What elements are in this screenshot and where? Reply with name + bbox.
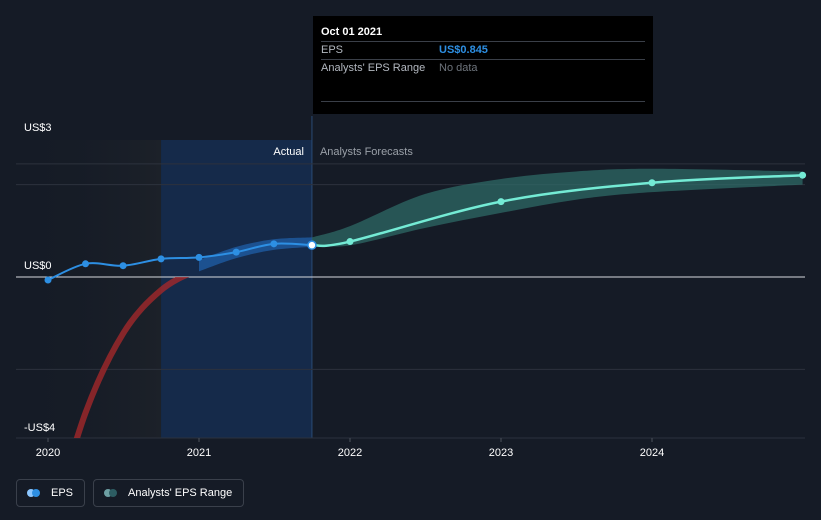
eps-point [157,255,165,263]
legend-eps-label: EPS [51,487,74,499]
y-tick-label: US$3 [24,122,52,134]
eps-swatch-icon [27,489,43,497]
tooltip-eps-row: EPS US$0.845 [321,41,645,59]
forecast-range-band [311,168,803,247]
forecast-point [799,171,807,179]
eps-point [119,262,127,270]
tooltip-range-value: No data [439,62,478,74]
past-shade [16,140,162,438]
legend-eps-button[interactable]: EPS [16,479,86,507]
eps-point [82,260,90,268]
negative-trend-line [73,277,190,438]
x-tick-label: 2024 [640,447,664,459]
tooltip: Oct 01 2021 EPS US$0.845 Analysts' EPS R… [313,16,653,114]
y-tick-label: -US$4 [24,422,55,434]
eps-point [195,253,203,261]
tooltip-eps-value: US$0.845 [439,44,488,56]
forecast-point [497,198,505,206]
forecast-point [648,179,656,187]
y-tick-label: US$0 [24,260,52,272]
x-tick-label: 2023 [489,447,513,459]
actual-label: Actual [273,146,304,158]
eps-point [270,240,278,248]
x-tick-label: 2021 [187,447,211,459]
range-swatch-dark [109,489,118,497]
tooltip-divider [321,101,645,102]
eps-swatch-dark [32,489,40,497]
range-swatch-light [104,489,113,497]
actual-region [161,140,312,438]
forecast-label: Analysts Forecasts [320,146,413,158]
eps-point [44,276,52,284]
negative-trend-group [73,277,190,438]
actual-range-band [199,237,312,272]
x-tick-label: 2020 [36,447,60,459]
eps-point-highlight [307,240,317,250]
plot-clip-group [73,277,190,438]
range-swatch-icon [104,489,120,497]
tooltip-range-row: Analysts' EPS Range No data [321,59,645,77]
tooltip-date: Oct 01 2021 [321,26,383,38]
forecast-point [346,238,354,246]
chart-legend: EPS Analysts' EPS Range [16,479,245,507]
tooltip-eps-label: EPS [321,44,344,56]
tooltip-range-label: Analysts' EPS Range [321,62,426,74]
legend-range-button[interactable]: Analysts' EPS Range [93,479,245,507]
eps-point [232,248,240,256]
x-tick-label: 2022 [338,447,362,459]
legend-range-label: Analysts' EPS Range [128,487,233,499]
eps-swatch-light [27,489,35,497]
